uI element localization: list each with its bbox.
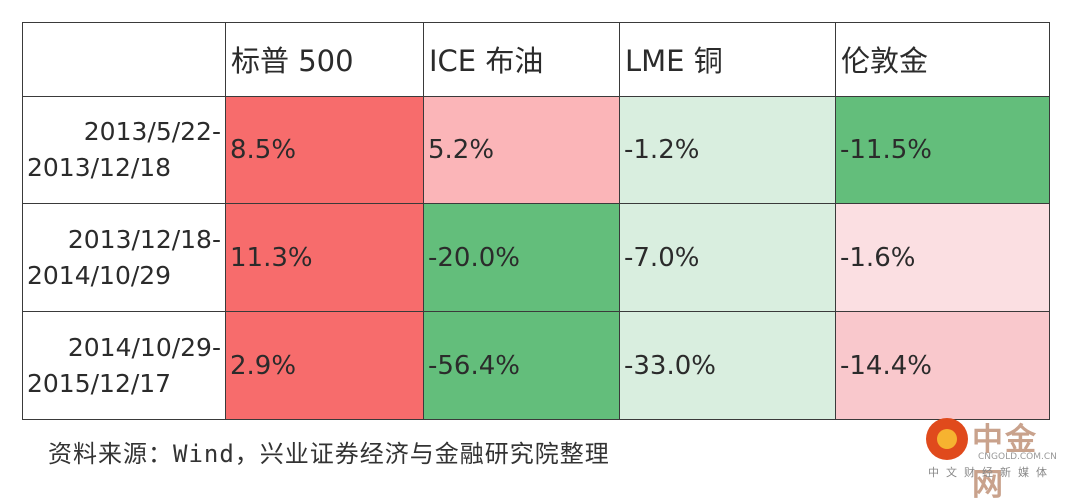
value-cell: 8.5%	[225, 95, 424, 205]
value-cell: 11.3%	[225, 203, 424, 313]
header-row: 标普 500 ICE 布油 LME 铜 伦敦金	[22, 22, 1050, 97]
period-end: 2013/12/18	[27, 152, 172, 182]
header-corner	[22, 22, 226, 97]
period-start: 2014/10/29-	[67, 332, 221, 362]
value-cell: -1.6%	[835, 203, 1050, 313]
logo-domain: CNGOLD.COM.CN	[978, 452, 1057, 462]
header-london-gold: 伦敦金	[835, 22, 1050, 97]
period-cell: 2013/5/22- 2013/12/18	[22, 95, 226, 205]
header-lme-copper: LME 铜	[619, 22, 836, 97]
period-end: 2014/10/29	[27, 260, 172, 290]
value-cell: -11.5%	[835, 95, 1050, 205]
returns-table: 标普 500 ICE 布油 LME 铜 伦敦金 2013/5/22- 2013/…	[22, 22, 1050, 420]
value-cell: -7.0%	[619, 203, 836, 313]
source-footnote: 资料来源：Wind，兴业证券经济与金融研究院整理	[48, 440, 610, 468]
period-cell: 2014/10/29- 2015/12/17	[22, 311, 226, 420]
table-row: 2013/5/22- 2013/12/18 8.5% 5.2% -1.2% -1…	[22, 95, 1050, 205]
table-row: 2014/10/29- 2015/12/17 2.9% -56.4% -33.0…	[22, 311, 1050, 420]
logo-tagline: 中文财经新媒体	[928, 466, 1054, 479]
logo-name: 中金网	[972, 422, 1038, 503]
period-start: 2013/12/18-	[67, 224, 221, 254]
value-cell: -1.2%	[619, 95, 836, 205]
logo-icon	[926, 418, 968, 460]
value-cell: 5.2%	[423, 95, 620, 205]
value-cell: -20.0%	[423, 203, 620, 313]
period-end: 2015/12/17	[27, 368, 172, 398]
value-cell: -33.0%	[619, 311, 836, 420]
header-ice-brent: ICE 布油	[423, 22, 620, 97]
period-cell: 2013/12/18- 2014/10/29	[22, 203, 226, 313]
value-cell: 2.9%	[225, 311, 424, 420]
header-sp500: 标普 500	[225, 22, 424, 97]
value-cell: -56.4%	[423, 311, 620, 420]
period-start: 2013/5/22-	[83, 116, 221, 146]
value-cell: -14.4%	[835, 311, 1050, 420]
watermark-logo: 中金网 CNGOLD.COM.CN 中文财经新媒体	[918, 412, 1070, 503]
table-row: 2013/12/18- 2014/10/29 11.3% -20.0% -7.0…	[22, 203, 1050, 313]
